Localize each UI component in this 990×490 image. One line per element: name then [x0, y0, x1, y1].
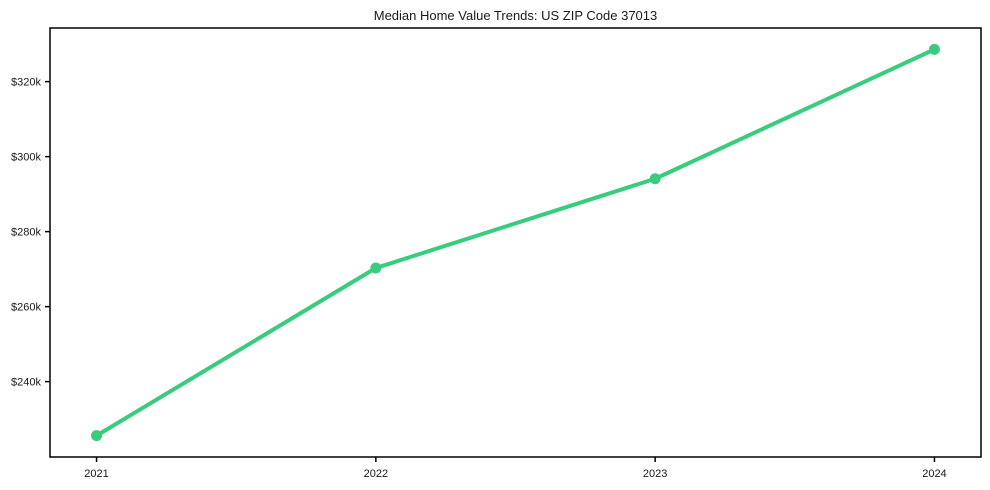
- y-axis-tick-label: $240k: [11, 377, 41, 389]
- plot-frame: [49, 27, 982, 458]
- y-axis-tick-label: $300k: [11, 152, 41, 164]
- data-point-2024: [928, 43, 940, 55]
- data-point-2022: [370, 262, 382, 274]
- trend-line: [94, 47, 937, 438]
- data-point-2023: [649, 173, 661, 185]
- y-axis-tick-label: $260k: [11, 302, 41, 314]
- x-axis-tick-label: 2022: [364, 468, 388, 480]
- chart-title: Median Home Value Trends: US ZIP Code 37…: [374, 8, 658, 23]
- x-axis-tick-label: 2024: [922, 468, 946, 480]
- x-axis-tick-label: 2021: [84, 468, 108, 480]
- x-axis-tick-label: 2023: [643, 468, 667, 480]
- y-axis-tick-label: $280k: [11, 227, 41, 239]
- data-point-2021: [91, 430, 103, 442]
- y-axis-tick-label: $320k: [11, 77, 41, 89]
